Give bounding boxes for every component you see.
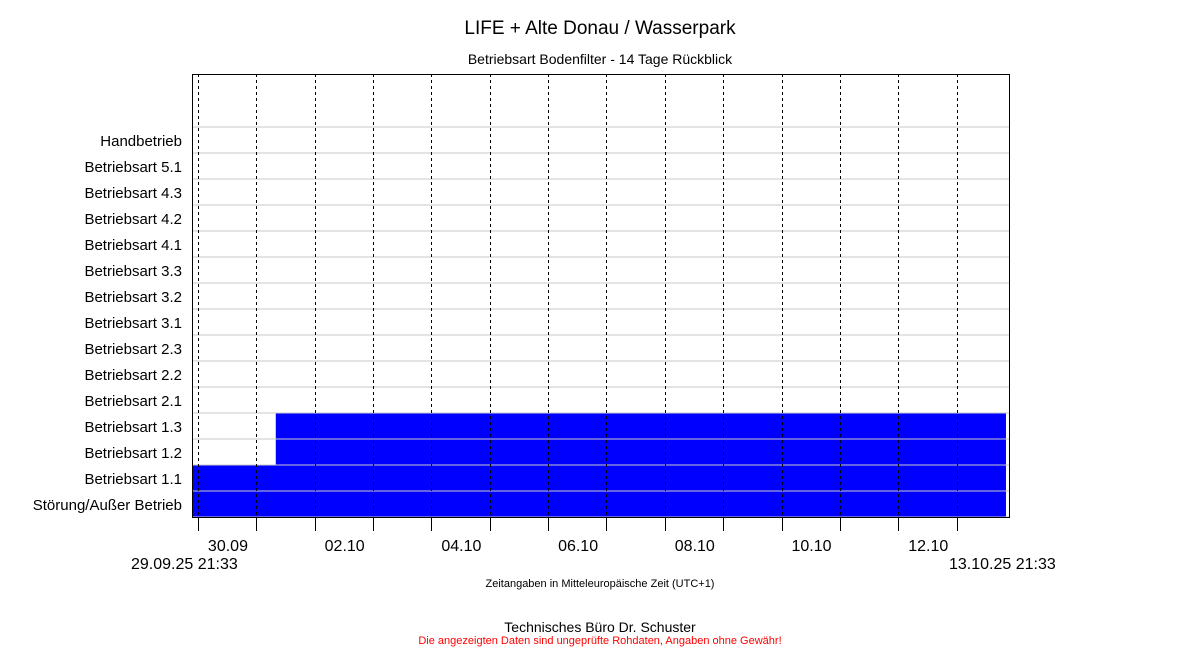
chart-subtitle: Betriebsart Bodenfilter - 14 Tage Rückbl… — [467, 51, 733, 67]
range-end-label: 13.10.25 21:33 — [949, 556, 1056, 573]
range-start-label: 29.09.25 21:33 — [131, 556, 238, 573]
x-tick-label: 10.10 — [792, 538, 832, 555]
category-label: Betriebsart 2.3 — [84, 341, 182, 358]
footer-disclaimer: Die angezeigten Daten sind ungeprüfte Ro… — [418, 635, 782, 647]
category-label: Betriebsart 4.3 — [84, 185, 182, 202]
category-label: Betriebsart 2.2 — [84, 367, 182, 384]
category-label: Betriebsart 4.1 — [84, 237, 182, 254]
category-label: Betriebsart 1.2 — [84, 445, 182, 462]
bars-layer — [192, 413, 1006, 517]
category-label: Betriebsart 3.3 — [84, 263, 182, 280]
active-interval-bar — [192, 465, 1006, 491]
active-interval-bar — [275, 439, 1006, 465]
x-tick-label: 06.10 — [558, 538, 598, 555]
category-label: Betriebsart 1.3 — [84, 419, 182, 436]
chart-title: LIFE + Alte Donau / Wasserpark — [464, 18, 736, 39]
category-label: Betriebsart 1.1 — [84, 471, 182, 488]
plot-frame — [192, 74, 1010, 518]
category-label: Betriebsart 4.2 — [84, 211, 182, 228]
frame-layer — [192, 74, 1010, 518]
category-label: Betriebsart 5.1 — [84, 159, 182, 176]
active-interval-bar — [192, 491, 1006, 517]
x-tick-label: 02.10 — [325, 538, 365, 555]
active-interval-bar — [275, 413, 1006, 439]
category-label: Betriebsart 2.1 — [84, 393, 182, 410]
category-label: Störung/Außer Betrieb — [33, 497, 182, 514]
category-label: Betriebsart 3.2 — [84, 289, 182, 306]
timezone-note: Zeitangaben in Mitteleuropäische Zeit (U… — [485, 578, 715, 590]
grid-layer — [192, 126, 1009, 518]
x-tick-label: 12.10 — [908, 538, 948, 555]
category-label: Betriebsart 3.1 — [84, 315, 182, 332]
x-tick-label: 30.09 — [208, 538, 248, 555]
x-tick-label: 04.10 — [441, 538, 481, 555]
y-axis-labels: Handbetrieb Betriebsart 5.1 Betriebsart 4.… — [33, 133, 182, 514]
category-label: Handbetrieb — [100, 133, 182, 150]
x-tick-label: 08.10 — [675, 538, 715, 555]
vertical-grid-layer — [198, 74, 958, 517]
footer-company: Technisches Büro Dr. Schuster — [504, 619, 696, 635]
x-axis-layer: 30.09 02.10 04.10 06.10 08.10 10.10 12.10 — [198, 517, 958, 555]
